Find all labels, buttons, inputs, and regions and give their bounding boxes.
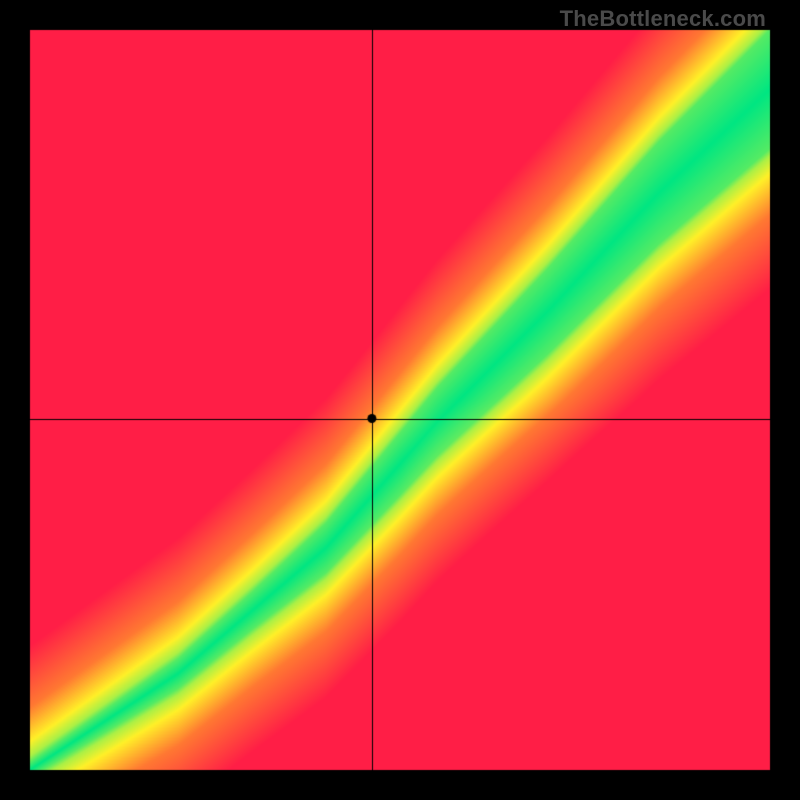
heatmap-canvas (0, 0, 800, 800)
chart-container: TheBottleneck.com (0, 0, 800, 800)
watermark-text: TheBottleneck.com (560, 6, 766, 32)
